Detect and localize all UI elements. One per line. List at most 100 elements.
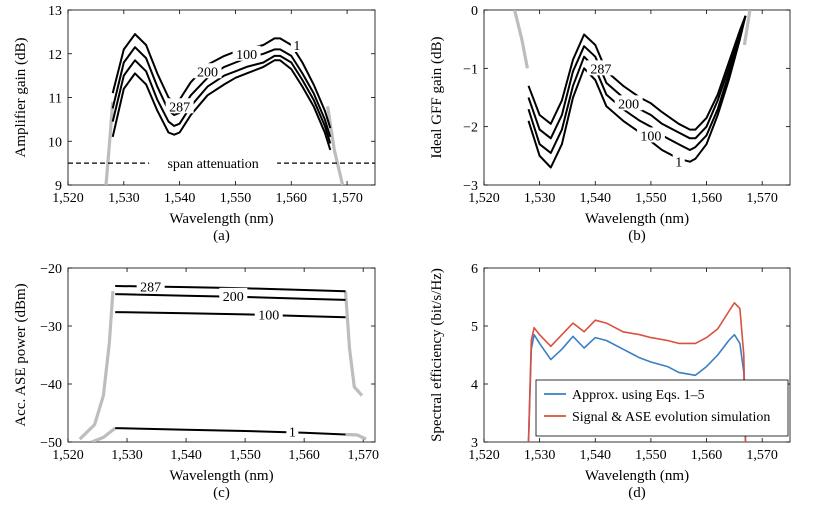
panel-caption: (a) (213, 228, 230, 244)
band-edge-floor (91, 426, 117, 442)
legend: Approx. using Eqs. 1–5 Signal & ASE evolu… (535, 379, 789, 437)
x-tick-label: 1,560 (691, 191, 723, 206)
annotation-bg (614, 95, 643, 111)
x-axis-label: Wavelength (nm) (585, 468, 689, 484)
y-tick-label: 4 (471, 378, 478, 393)
x-tick-label: 1,570 (746, 191, 778, 206)
curve-label: 100 (640, 129, 661, 144)
plot-area: 1 100 200 287 span attenuation (68, 33, 375, 185)
y-tick-label: −30 (40, 320, 62, 335)
series-line-3 (115, 427, 346, 436)
series-line-0 (111, 33, 332, 129)
axes-frame (483, 9, 791, 186)
series-line-1 (527, 302, 747, 442)
curve-label: 287 (169, 100, 190, 115)
y-tick-label: −40 (40, 378, 62, 393)
y-tick-label: 12 (48, 48, 62, 63)
x-tick-label: 1,550 (220, 191, 252, 206)
curve-label: 1 (289, 426, 296, 441)
x-tick-label: 1,530 (524, 448, 556, 463)
y-tick-label: 11 (49, 92, 62, 107)
axes-frame (67, 267, 376, 443)
y-tick-label: 9 (55, 179, 62, 194)
curve-label: 1 (293, 39, 300, 54)
band-edge-left (104, 101, 115, 185)
curve-label: span attenuation (167, 157, 258, 172)
series-line-0 (527, 333, 747, 442)
y-tick-label: 3 (471, 436, 478, 451)
annotation-bg (149, 155, 278, 171)
annotation-bg (193, 63, 222, 79)
curve-label: 287 (140, 281, 161, 296)
annotation-bg (636, 127, 665, 143)
curve-label: 1 (675, 156, 682, 171)
series-line-2 (115, 311, 346, 319)
annotation-bg (254, 306, 283, 322)
curve-label: 200 (618, 97, 639, 112)
band-edge-left (78, 291, 115, 441)
x-tick-label: 1,530 (111, 448, 143, 463)
x-tick-label: 1,530 (108, 191, 140, 206)
annotation-bg (286, 423, 299, 439)
legend-box (535, 379, 789, 437)
x-axis-label: Wavelength (nm) (169, 468, 273, 484)
y-axis-label: Ideal GFF gain (dB) (429, 36, 445, 158)
panel-caption: (c) (213, 485, 230, 501)
y-tick-label: −20 (40, 262, 62, 277)
x-tick-label: 1,540 (580, 191, 612, 206)
x-tick-label: 1,520 (52, 191, 84, 206)
x-tick-label: 1,520 (468, 191, 500, 206)
annotation-bg (219, 287, 248, 303)
curve-label: 287 (590, 62, 611, 77)
panel-caption: (d) (628, 485, 646, 501)
curve-label: 100 (236, 48, 257, 63)
legend-entry: Approx. using Eqs. 1–5 (572, 388, 705, 403)
series-line-1 (527, 15, 747, 154)
y-axis-label: Acc. ASE power (dBm) (13, 283, 29, 426)
series-line-1 (111, 46, 332, 138)
y-tick-label: −50 (40, 436, 62, 451)
y-tick-label: 0 (471, 4, 478, 19)
y-axis-label: Spectral efficiency (bit/s/Hz) (429, 268, 445, 442)
x-tick-label: 1,570 (347, 448, 379, 463)
x-axis-label: Wavelength (nm) (169, 211, 273, 227)
band-edge-right (343, 291, 364, 397)
panel-d: 1,520 1,530 1,540 1,550 1,560 1,570 3 4 5 6 Wavele… (429, 262, 791, 501)
series-line-3 (527, 15, 747, 131)
y-tick-label: 6 (471, 262, 478, 277)
curve-label: 200 (197, 65, 218, 80)
axes-frame (483, 267, 791, 443)
band-edge-right (742, 10, 752, 46)
y-tick-label: 13 (48, 4, 62, 19)
annotation-bg (672, 153, 685, 169)
panel-b: 1,520 1,530 1,540 1,550 1,560 1,570 −3 −2 −1 0 Wav… (429, 4, 791, 244)
curve-label: 100 (258, 308, 279, 323)
annotation-bg (290, 37, 303, 52)
x-tick-label: 1,560 (288, 448, 320, 463)
plot-area: 287 200 100 1 (78, 278, 367, 442)
x-tick-label: 1,520 (468, 448, 500, 463)
x-tick-label: 1,540 (170, 448, 202, 463)
band-edge-left (513, 10, 529, 69)
band-edge-floor_right (345, 432, 367, 441)
x-axis-label: Wavelength (nm) (585, 211, 689, 227)
plot-area: 287 200 100 1 (513, 10, 752, 171)
annotation-bg (165, 98, 194, 114)
curve-label: 200 (223, 290, 244, 305)
annotation-bg (136, 278, 165, 294)
panel-a: 1,520 1,530 1,540 1,550 1,560 1,570 9 10 11 12 13 W… (13, 4, 376, 244)
x-tick-label: 1,540 (580, 448, 612, 463)
y-tick-label: 5 (471, 320, 478, 335)
y-tick-label: −2 (463, 121, 478, 136)
plot-area (527, 302, 747, 442)
x-tick-label: 1,570 (331, 191, 363, 206)
series-line-2 (527, 15, 747, 140)
annotation-bg (586, 60, 615, 76)
panel-c: 1,520 1,530 1,540 1,550 1,560 1,570 −50 −40 −30 −… (13, 262, 379, 501)
x-tick-label: 1,560 (276, 191, 308, 206)
x-tick-label: 1,530 (524, 191, 556, 206)
y-tick-label: 10 (48, 135, 62, 150)
x-tick-label: 1,550 (229, 448, 261, 463)
panel-caption: (b) (628, 228, 646, 244)
